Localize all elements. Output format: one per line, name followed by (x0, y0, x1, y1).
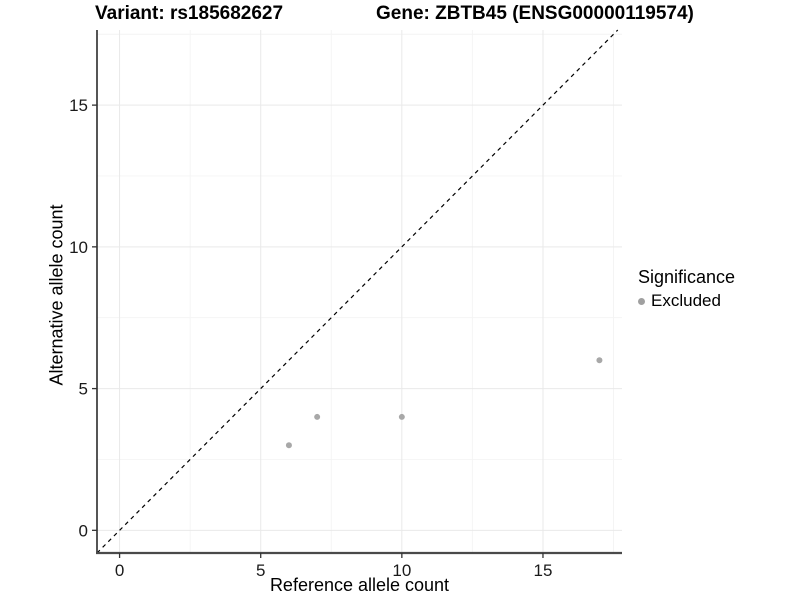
y-tick-label: 5 (79, 380, 88, 399)
x-tick-label: 0 (115, 561, 124, 580)
legend-item-excluded: Excluded (638, 291, 735, 311)
legend-title: Significance (638, 267, 736, 287)
data-point (398, 413, 405, 420)
identity-dashed-line (96, 29, 619, 554)
legend-point-icon (638, 297, 645, 305)
x-axis-title: Reference allele count (269, 575, 450, 595)
legend-item-label: Excluded (651, 291, 721, 310)
y-axis-title: Alternative allele count (46, 204, 67, 386)
x-tick-label: 10 (392, 561, 411, 580)
data-point (285, 442, 292, 449)
y-tick-label: 10 (69, 238, 88, 257)
x-tick-label: 5 (256, 561, 265, 580)
data-point (596, 357, 603, 364)
y-tick-label: 15 (69, 96, 88, 115)
plot-title-gene: Gene: ZBTB45 (ENSG00000119574) (376, 3, 694, 24)
plot-title-variant: Variant: rs185682627 (95, 3, 284, 24)
y-tick-label: 0 (79, 521, 88, 540)
data-point (314, 413, 321, 420)
x-tick-label: 15 (534, 561, 553, 580)
legend: Significance Excluded (638, 267, 735, 311)
